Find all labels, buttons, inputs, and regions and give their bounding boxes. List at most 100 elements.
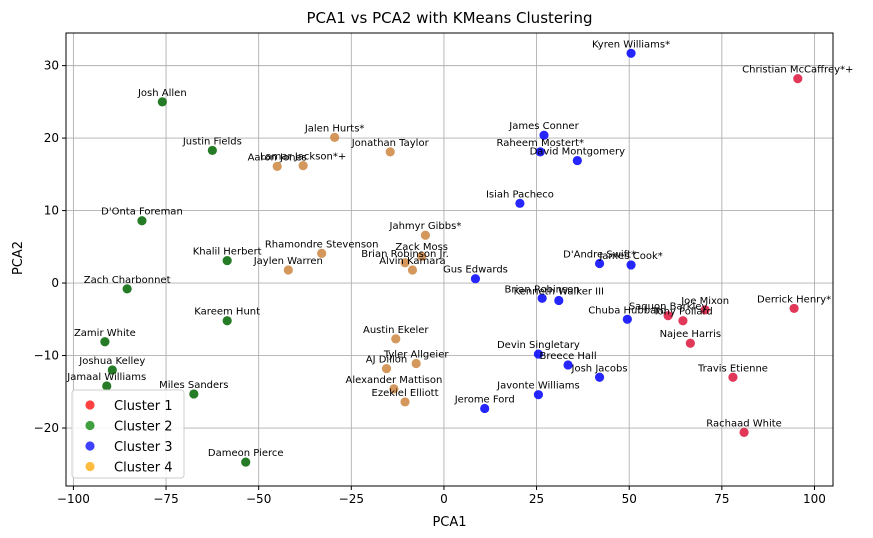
- legend-label: Cluster 4: [114, 461, 173, 476]
- point-label: Josh Allen: [137, 88, 187, 99]
- scatter-point: [317, 248, 327, 258]
- scatter-point: [222, 255, 232, 266]
- point-label: D'Onta Foreman: [101, 207, 183, 218]
- scatter-point: [189, 389, 199, 399]
- x-tick-label: −100: [57, 492, 90, 506]
- point-label: Kenneth Walker III: [514, 286, 604, 297]
- point-label: Jamaal Williams: [66, 372, 146, 383]
- point-label: Christian McCaffrey*+: [742, 65, 853, 76]
- plot-frame: [65, 32, 834, 487]
- point-label: Breece Hall: [540, 351, 597, 362]
- legend-marker: [85, 420, 95, 431]
- legend-label: Cluster 2: [114, 420, 173, 435]
- scatter-point: [241, 457, 251, 467]
- scatter-point: [407, 265, 418, 275]
- scatter-point: [789, 303, 799, 314]
- point-label: Alexander Mattison: [346, 375, 443, 386]
- point-label: Jalen Hurts*: [304, 123, 365, 134]
- scatter-point: [222, 316, 232, 326]
- point-label: Najee Harris: [660, 329, 722, 340]
- scatter-point: [411, 358, 421, 369]
- point-label: Jonathan Taylor: [351, 138, 430, 149]
- scatter-point: [594, 258, 605, 269]
- grid-layer: [66, 33, 833, 486]
- x-tick-label: 50: [622, 492, 637, 506]
- point-label: Devin Singletary: [497, 340, 580, 351]
- chart-title: PCA1 vs PCA2 with KMeans Clustering: [307, 9, 593, 27]
- point-label: Zamir White: [74, 328, 136, 339]
- x-tick-label: −75: [153, 492, 178, 506]
- point-label: James Conner: [508, 121, 579, 132]
- y-tick-label: 10: [44, 204, 59, 218]
- point-label: Jaylen Warren: [253, 256, 323, 267]
- scatter-point: [700, 305, 710, 315]
- scatter-point: [330, 132, 340, 142]
- point-label: Joe Mixon: [680, 296, 729, 307]
- scatter-point: [539, 130, 549, 140]
- x-tick-label: 0: [440, 492, 448, 506]
- point-label: Derrick Henry*: [757, 294, 831, 305]
- scatter-point: [678, 316, 688, 326]
- point-label: Travis Etienne: [697, 363, 768, 374]
- scatter-point: [728, 372, 738, 382]
- scatter-point: [563, 360, 573, 370]
- point-label: Joshua Kelley: [78, 356, 145, 367]
- point-label: Isiah Pacheco: [486, 189, 554, 200]
- point-label: David Montgomery: [530, 147, 626, 158]
- scatter-point: [100, 337, 110, 347]
- x-tick-label: 25: [529, 492, 544, 506]
- point-label: Miles Sanders: [159, 380, 228, 391]
- scatter-point: [622, 314, 632, 324]
- scatter-point: [793, 74, 803, 84]
- scatter-point: [207, 145, 217, 156]
- legend-marker: [85, 400, 95, 410]
- y-tick-label: 20: [44, 131, 59, 145]
- scatter-point: [739, 427, 749, 437]
- scatter-point: [298, 161, 308, 171]
- point-label: D'Andre Swift*: [563, 249, 636, 260]
- point-label: Raheem Mostert*: [497, 138, 584, 149]
- y-tick-label: −10: [34, 349, 59, 363]
- point-label: Tyler Allgeier: [383, 350, 450, 361]
- legend: Cluster 1 Cluster 2 Cluster 3 Cluster 4: [71, 389, 185, 479]
- point-label: Justin Fields: [182, 136, 242, 147]
- y-tick-label: 30: [44, 59, 59, 73]
- scatter-point: [157, 97, 167, 107]
- point-label: Rhamondre Stevenson: [265, 239, 379, 250]
- scatter-point: [470, 274, 481, 284]
- scatter-point: [535, 147, 545, 157]
- point-label: Jahmyr Gibbs*: [389, 221, 462, 232]
- point-label: Brian Robinson: [505, 284, 580, 295]
- point-label: Kareem Hunt: [194, 307, 260, 318]
- point-label: Gus Edwards: [443, 265, 508, 276]
- point-label: Khalil Herbert: [193, 247, 262, 258]
- scatter-point: [107, 365, 117, 375]
- legend-label: Cluster 1: [114, 399, 173, 414]
- scatter-point: [626, 48, 636, 58]
- y-axis-label: PCA2: [11, 241, 26, 275]
- scatter-point: [663, 311, 673, 321]
- scatter-point: [385, 147, 395, 157]
- point-label: Saquon Barkley: [629, 302, 708, 313]
- scatter-point: [389, 384, 399, 394]
- scatter-point: [572, 155, 582, 166]
- scatter-point: [515, 198, 525, 208]
- scatter-point: [122, 284, 132, 294]
- point-label: Josh Jacobs: [571, 363, 628, 374]
- point-label: Aaron Jones: [248, 152, 307, 163]
- scatter-point: [685, 338, 695, 348]
- point-label: Jerome Ford: [454, 394, 515, 405]
- x-tick-label: −25: [339, 492, 364, 506]
- scatter-point: [272, 161, 282, 171]
- scatter-point: [594, 372, 605, 382]
- point-label: AJ Dillon: [366, 355, 407, 366]
- legend-marker: [85, 441, 95, 451]
- scatter-point: [391, 334, 401, 344]
- point-label: Javonte Williams: [496, 381, 580, 392]
- point-label: Tony Pollard: [652, 307, 713, 318]
- point-label: Austin Ekeler: [363, 325, 429, 336]
- scatter-point: [420, 230, 431, 240]
- legend-marker: [85, 461, 95, 472]
- point-label: Rachaad White: [706, 418, 782, 429]
